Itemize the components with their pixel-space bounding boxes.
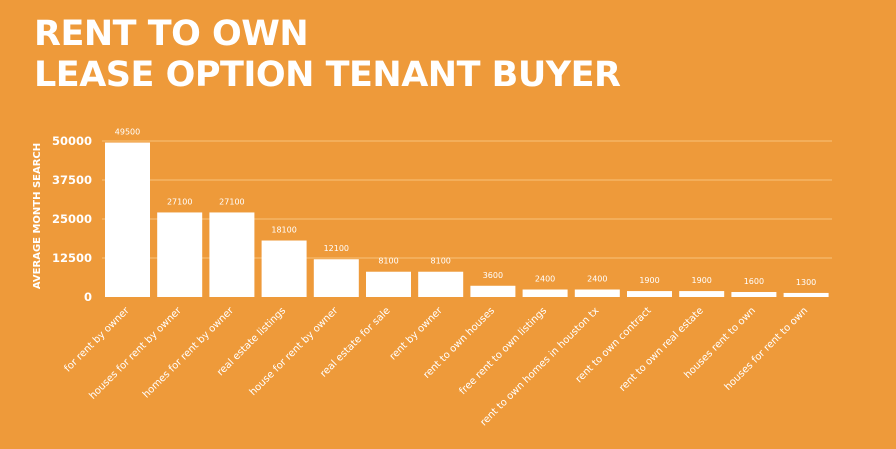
bar	[209, 212, 255, 297]
data-label: 49500	[115, 128, 140, 137]
bar	[366, 271, 411, 297]
chart-title: RENT TO OWN LEASE OPTION TENANT BUYER	[34, 14, 621, 96]
x-tick-label: homes for rent by owner	[141, 305, 237, 401]
data-label: 12100	[324, 244, 349, 253]
bar	[731, 292, 777, 297]
data-labels: 49500 27100 27100 18100 12100 8100 8100 3600 240…	[115, 128, 817, 287]
bar	[783, 292, 829, 297]
bar	[679, 291, 725, 297]
data-label: 18100	[271, 226, 296, 235]
x-tick-label: houses for rent by owner	[87, 305, 184, 402]
y-tick-label: 0	[84, 290, 92, 304]
bar	[157, 212, 203, 297]
bar	[522, 289, 568, 297]
title-line-2: LEASE OPTION TENANT BUYER	[34, 55, 621, 95]
bar	[418, 271, 464, 297]
x-tick-label: free rent to own listings	[457, 305, 549, 397]
bar	[105, 142, 150, 297]
y-tick-label: 12500	[52, 251, 92, 265]
y-tick-label: 50000	[52, 134, 92, 148]
data-label: 1600	[744, 277, 764, 286]
bar	[627, 291, 672, 297]
y-axis-label: AVERAGE MONTH SEARCH	[32, 143, 43, 289]
data-label: 27100	[167, 197, 192, 206]
data-label: 8100	[378, 257, 398, 266]
x-tick-label: rent to own real estate	[617, 305, 705, 393]
data-label: 8100	[431, 257, 451, 266]
data-label: 1900	[692, 276, 712, 285]
x-tick-label: house for rent by owner	[248, 305, 341, 398]
data-label: 1900	[639, 276, 659, 285]
data-label: 2400	[535, 275, 555, 284]
y-axis-ticks: 0 12500 25000 37500 50000	[52, 134, 92, 304]
bar	[261, 240, 307, 297]
bar	[574, 289, 620, 297]
title-line-1: RENT TO OWN	[34, 14, 309, 54]
data-label: 1300	[796, 278, 816, 287]
bars	[105, 142, 829, 297]
x-tick-label: rent by owner	[388, 305, 446, 363]
data-label: 2400	[587, 275, 607, 284]
bar	[470, 285, 516, 297]
data-label: 3600	[483, 271, 503, 280]
y-tick-label: 25000	[52, 212, 92, 226]
data-label: 27100	[219, 197, 244, 206]
y-tick-label: 37500	[52, 173, 92, 187]
bar	[313, 259, 359, 297]
